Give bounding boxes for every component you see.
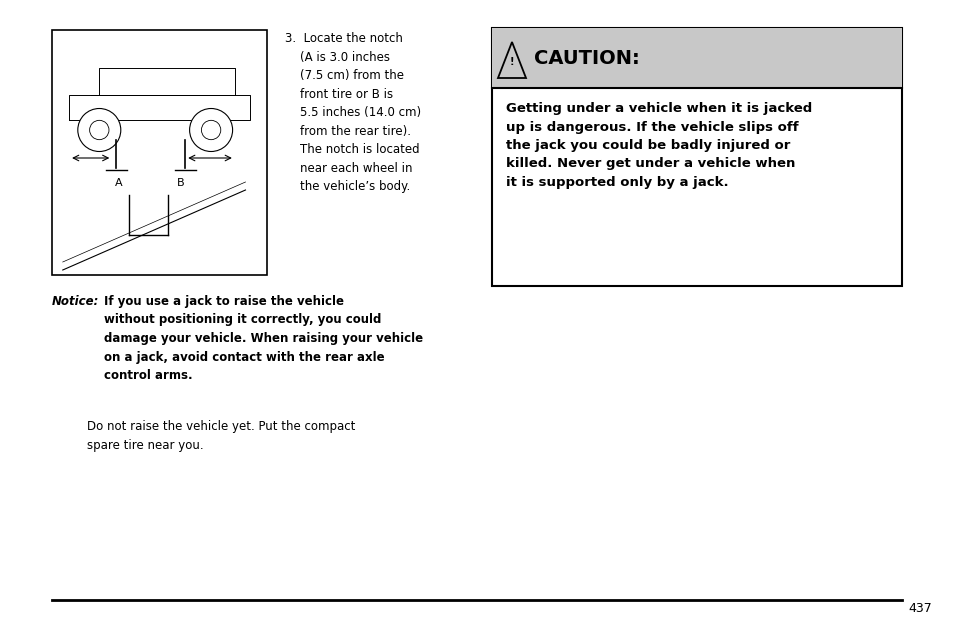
- Text: If you use a jack to raise the vehicle
without positioning it correctly, you cou: If you use a jack to raise the vehicle w…: [104, 295, 423, 382]
- Text: !: !: [509, 57, 514, 67]
- Polygon shape: [497, 42, 525, 78]
- Text: 437: 437: [907, 602, 931, 615]
- Text: A: A: [114, 178, 122, 188]
- Text: B: B: [177, 178, 185, 188]
- Circle shape: [90, 120, 109, 140]
- Circle shape: [78, 109, 121, 151]
- Circle shape: [201, 120, 220, 140]
- Text: Getting under a vehicle when it is jacked
up is dangerous. If the vehicle slips : Getting under a vehicle when it is jacke…: [505, 102, 811, 189]
- Circle shape: [190, 109, 233, 151]
- Text: 3.  Locate the notch
    (A is 3.0 inches
    (7.5 cm) from the
    front tire o: 3. Locate the notch (A is 3.0 inches (7.…: [285, 32, 420, 193]
- Text: Do not raise the vehicle yet. Put the compact
spare tire near you.: Do not raise the vehicle yet. Put the co…: [87, 420, 355, 452]
- Bar: [492, 28, 901, 88]
- Bar: [52, 30, 267, 275]
- Text: CAUTION:: CAUTION:: [534, 48, 639, 67]
- Text: Notice:: Notice:: [52, 295, 99, 308]
- Bar: [492, 28, 901, 286]
